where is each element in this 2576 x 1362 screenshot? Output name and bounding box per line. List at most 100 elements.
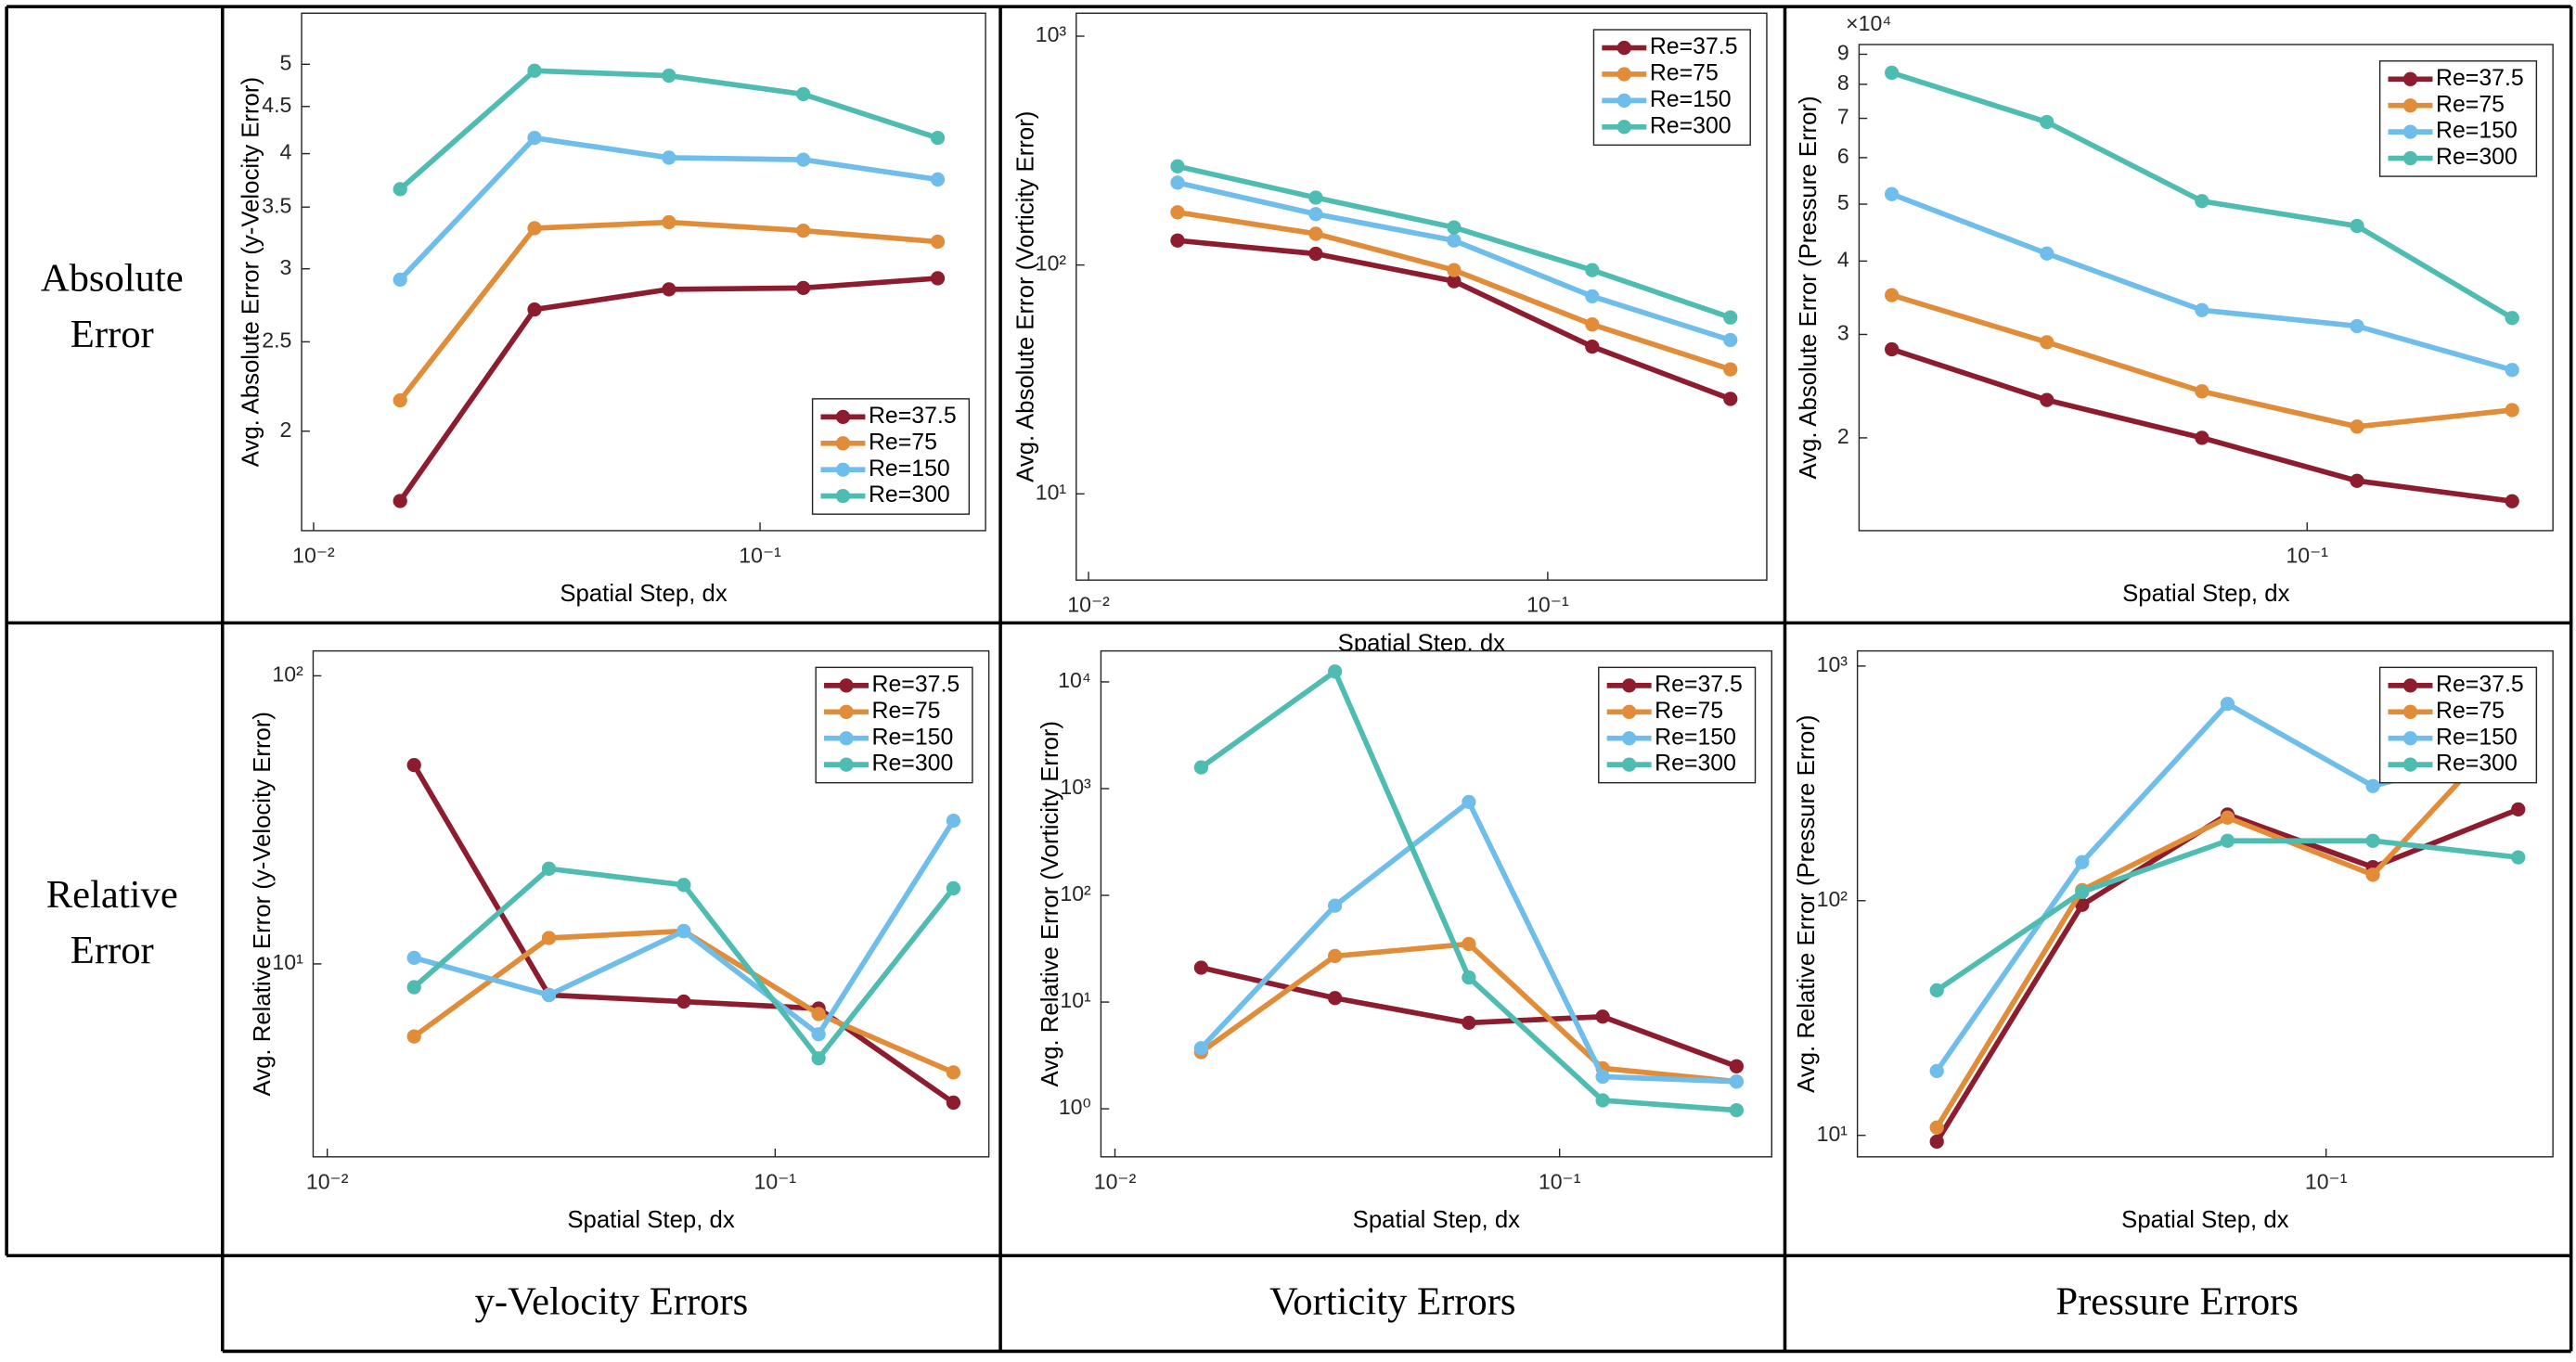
legend-label: Re=150 (1650, 86, 1732, 112)
marker (2075, 854, 2090, 869)
legend-label: Re=75 (1655, 698, 1723, 724)
marker (1885, 186, 1900, 201)
marker (2505, 494, 2519, 508)
y-tick-label: 10¹ (1060, 988, 1091, 1012)
marker (2040, 392, 2054, 407)
y-tick-label: 10² (1060, 881, 1091, 906)
marker (1327, 991, 1343, 1006)
y-axis-label: Avg. Absolute Error (Pressure Error) (1796, 96, 1822, 479)
legend-marker (839, 757, 854, 772)
legend-marker (835, 462, 851, 477)
marker (662, 68, 676, 84)
y-tick-label: 10⁴ (1058, 668, 1091, 692)
marker (393, 182, 407, 197)
legend-marker (2402, 150, 2418, 166)
y-axis-label: Avg. Relative Error (Vorticity Error) (1037, 721, 1063, 1086)
legend-label: Re=75 (1650, 60, 1719, 86)
y-tick-label: 5 (280, 50, 292, 74)
marker (930, 234, 946, 250)
legend-marker (2402, 757, 2418, 772)
legend-label: Re=150 (869, 456, 950, 482)
marker (1595, 1093, 1610, 1108)
x-axis-label: Spatial Step, dx (567, 1207, 734, 1233)
legend-marker (2402, 71, 2418, 86)
marker (2220, 833, 2235, 848)
legend-label: Re=300 (869, 482, 950, 508)
legend-marker (2402, 704, 2418, 719)
marker (662, 150, 676, 165)
marker (2365, 833, 2380, 848)
legend-label: Re=300 (872, 751, 954, 777)
marker (930, 131, 946, 146)
column-label: Pressure Errors (2055, 1279, 2299, 1323)
marker (930, 271, 946, 286)
x-tick-label: 10⁻¹ (2305, 1169, 2348, 1193)
x-tick-label: 10⁻¹ (1539, 1169, 1581, 1193)
legend-label: Re=300 (1650, 112, 1732, 138)
y-tick-label: 10² (1036, 251, 1067, 276)
marker (796, 86, 811, 102)
marker (2075, 897, 2090, 912)
marker (1447, 220, 1462, 235)
marker (2040, 335, 2054, 350)
x-tick-label: 10⁻¹ (754, 1169, 797, 1193)
marker (1885, 65, 1900, 81)
legend-marker (1622, 678, 1637, 693)
marker (1729, 1102, 1744, 1118)
marker (2195, 384, 2209, 399)
marker (527, 63, 542, 78)
chart: 10⁻² 10⁻¹ 10¹ 10² Spatial Step, dx Avg. Relat… (250, 649, 990, 1233)
legend-label: Re=37.5 (2436, 65, 2524, 91)
y-tick-label: 3.5 (262, 193, 291, 217)
marker (1723, 332, 1738, 348)
x-tick-label: 10⁻² (306, 1169, 349, 1193)
y-tick-label: 10¹ (1036, 480, 1067, 504)
y-axis-label: Avg. Absolute Error (Vorticity Error) (1012, 111, 1038, 482)
marker (2511, 802, 2526, 817)
marker (1585, 289, 1600, 303)
marker (1170, 175, 1185, 190)
y-tick-label: 4 (280, 140, 292, 164)
marker (1170, 159, 1185, 173)
legend-marker (1616, 93, 1631, 109)
y-tick-label: 7 (1837, 105, 1849, 129)
legend-label: Re=150 (1655, 724, 1736, 750)
y-tick-label: 10² (1817, 887, 1848, 911)
marker (2350, 419, 2364, 434)
marker (796, 152, 811, 167)
y-tick-label: 2.5 (262, 328, 291, 353)
marker (1308, 190, 1323, 205)
marker (1723, 310, 1738, 325)
marker (527, 131, 542, 146)
marker (1193, 760, 1209, 775)
marker (406, 757, 421, 773)
y-tick-label: 2 (280, 418, 292, 442)
x-axis-label: Spatial Step, dx (560, 581, 727, 607)
legend-label: Re=37.5 (1650, 33, 1738, 59)
marker (393, 494, 407, 508)
y-exponent: ×10⁴ (1846, 11, 1891, 35)
y-axis-label: Avg. Relative Error (Pressure Error) (1794, 715, 1820, 1093)
marker (1193, 960, 1209, 975)
legend-label: Re=300 (2436, 144, 2518, 170)
marker (541, 987, 557, 1003)
marker (1462, 1015, 1476, 1030)
y-tick-label: 10³ (1036, 22, 1067, 46)
legend-marker (839, 678, 854, 693)
marker (1723, 392, 1738, 406)
table-frame (5, 5, 2573, 1354)
legend-marker (839, 704, 854, 719)
marker (811, 1027, 826, 1042)
legend-marker (1616, 40, 1631, 56)
marker (1327, 898, 1343, 913)
legend-label: Re=75 (2436, 91, 2505, 117)
marker (2040, 246, 2054, 261)
legend-marker (1616, 120, 1631, 135)
marker (796, 280, 811, 295)
marker (946, 1065, 961, 1080)
x-axis-label: Spatial Step, dx (1353, 1207, 1520, 1233)
column-label: Vorticity Errors (1269, 1279, 1515, 1323)
marker (2350, 473, 2364, 488)
marker (662, 282, 676, 297)
